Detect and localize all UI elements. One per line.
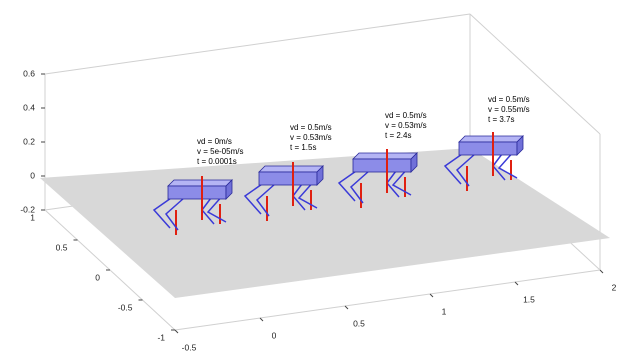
y-tick-label: -0.5 — [118, 302, 133, 312]
x-tick — [429, 293, 434, 298]
x-tick — [174, 329, 179, 334]
annotation: v = 0.53m/s — [290, 133, 332, 142]
x-tick — [259, 317, 264, 322]
annotation: vd = 0.5m/s — [385, 111, 427, 120]
annotation: t = 0.0001s — [197, 157, 237, 166]
x-tick — [344, 305, 349, 310]
z-tick-label: 0.4 — [23, 102, 35, 112]
annotation: vd = 0.5m/s — [488, 95, 530, 104]
y-tick-label: 0 — [95, 272, 100, 282]
x-tick-label: 1.5 — [523, 294, 535, 304]
annotation: v = 0.53m/s — [385, 121, 427, 130]
axis-edge — [469, 13, 601, 135]
annotation: vd = 0.5m/s — [290, 123, 332, 132]
x-tick-label: 1 — [442, 306, 447, 316]
annotation: v = 0.55m/s — [488, 105, 530, 114]
x-tick-label: 0 — [272, 330, 277, 340]
annotation: t = 3.7s — [488, 115, 514, 124]
x-tick-label: 2 — [612, 282, 617, 292]
x-tick — [599, 269, 604, 274]
annotation: vd = 0m/s — [197, 137, 232, 146]
x-tick — [514, 281, 519, 286]
annotation: t = 1.5s — [290, 143, 316, 152]
x-tick-label: 0.5 — [353, 318, 365, 328]
z-tick-label: 0.2 — [23, 136, 35, 146]
axis-edge — [174, 269, 601, 331]
y-tick-label: -1 — [157, 332, 165, 342]
y-tick-label: 0.5 — [56, 242, 68, 252]
x-tick-label: -0.5 — [182, 342, 197, 352]
axis-edge — [44, 13, 471, 75]
annotation: v = 5e-05m/s — [197, 147, 243, 156]
ground-plane — [40, 148, 610, 298]
y-tick-label: 1 — [30, 212, 35, 222]
annotation: t = 2.4s — [385, 131, 411, 140]
z-tick-label: 0.6 — [23, 68, 35, 78]
z-tick-label: -0.2 — [20, 204, 35, 214]
z-tick-label: 0 — [30, 170, 35, 180]
